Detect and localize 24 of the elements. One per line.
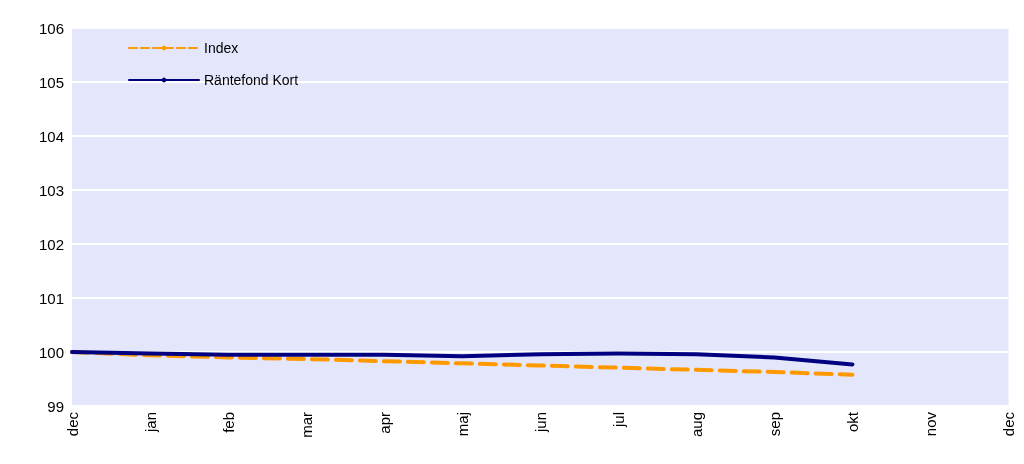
x-tick-label: sep bbox=[765, 412, 783, 437]
x-tick-label: jan bbox=[141, 412, 159, 434]
x-tick-label: okt bbox=[843, 411, 861, 433]
legend-label: Räntefond Kort bbox=[204, 72, 299, 88]
y-tick-label: 99 bbox=[47, 397, 64, 415]
y-tick-label: 104 bbox=[38, 127, 64, 145]
y-tick-label: 102 bbox=[38, 235, 64, 253]
x-tick-label: jun bbox=[531, 412, 549, 434]
y-tick-label: 100 bbox=[38, 343, 64, 361]
x-tick-label: nov bbox=[921, 411, 939, 437]
x-tick-label: aug bbox=[687, 412, 705, 438]
line-series bbox=[70, 350, 855, 367]
y-tick-label: 103 bbox=[38, 181, 64, 199]
x-tick-label: dec bbox=[63, 411, 81, 437]
x-tick-label: apr bbox=[375, 412, 393, 434]
y-tick-label: 106 bbox=[38, 19, 64, 37]
y-tick-label: 105 bbox=[38, 73, 64, 91]
x-tick-label: mar bbox=[297, 412, 315, 438]
x-tick-label: feb bbox=[219, 412, 237, 433]
x-tick-label: maj bbox=[453, 412, 471, 437]
x-tick-label: jul bbox=[609, 412, 627, 429]
legend-label: Index bbox=[204, 40, 239, 56]
x-tick-label: dec bbox=[1000, 411, 1017, 437]
y-tick-label: 101 bbox=[38, 289, 64, 307]
